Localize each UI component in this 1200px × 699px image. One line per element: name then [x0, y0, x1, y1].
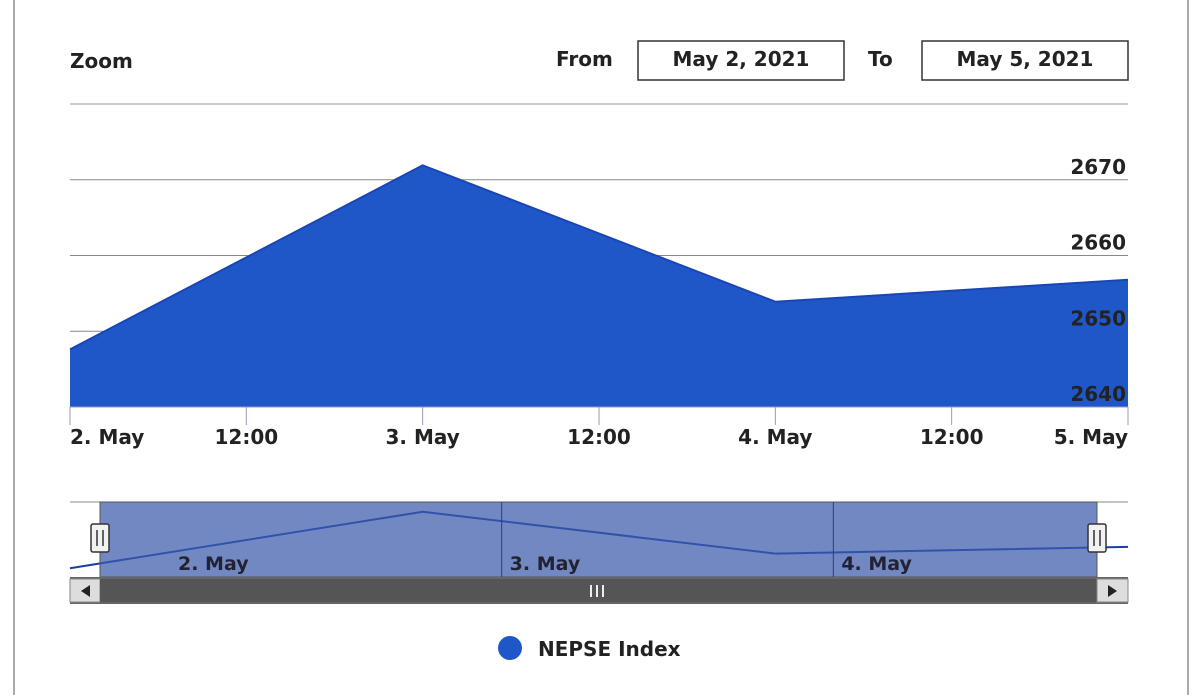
legend-label: NEPSE Index	[538, 637, 681, 661]
navigator-mask	[99, 501, 1098, 578]
x-tick-label: 12:00	[214, 425, 278, 449]
scroll-left-arrow	[81, 585, 90, 597]
y-tick-label: 2670	[1070, 155, 1126, 179]
zoom-label: Zoom	[70, 49, 133, 73]
to-label: To	[868, 47, 893, 71]
navigator-label: 4. May	[841, 553, 912, 575]
to-input[interactable]	[921, 40, 1129, 81]
legend-marker	[498, 636, 522, 660]
y-tick-label: 2640	[1070, 382, 1126, 406]
x-tick-label: 2. May	[70, 425, 144, 449]
navigator-handle[interactable]	[1087, 523, 1107, 553]
from-value[interactable]: May 2, 2021	[673, 47, 810, 71]
handle-grip	[96, 530, 104, 546]
scroll-right-arrow	[1108, 585, 1117, 597]
from-input[interactable]	[637, 40, 845, 81]
from-label: From	[556, 47, 613, 71]
area-line	[69, 164, 1129, 351]
y-tick-label: 2650	[1070, 306, 1126, 330]
navigator-handle[interactable]	[90, 523, 110, 553]
y-tick-label: 2660	[1070, 231, 1126, 255]
to-value[interactable]: May 5, 2021	[957, 47, 1094, 71]
navigator-label: 3. May	[510, 553, 581, 575]
navigator-label: 2. May	[178, 553, 249, 575]
scrollbar-grip	[590, 585, 604, 597]
x-tick-label: 12:00	[920, 425, 984, 449]
x-tick-label: 12:00	[567, 425, 631, 449]
x-tick-label: 3. May	[386, 425, 460, 449]
area-fill	[70, 165, 1128, 407]
x-tick-label: 5. May	[1054, 425, 1128, 449]
scrollbar-thumb[interactable]	[100, 579, 1097, 602]
x-tick-label: 4. May	[738, 425, 812, 449]
handle-grip	[1093, 530, 1101, 546]
